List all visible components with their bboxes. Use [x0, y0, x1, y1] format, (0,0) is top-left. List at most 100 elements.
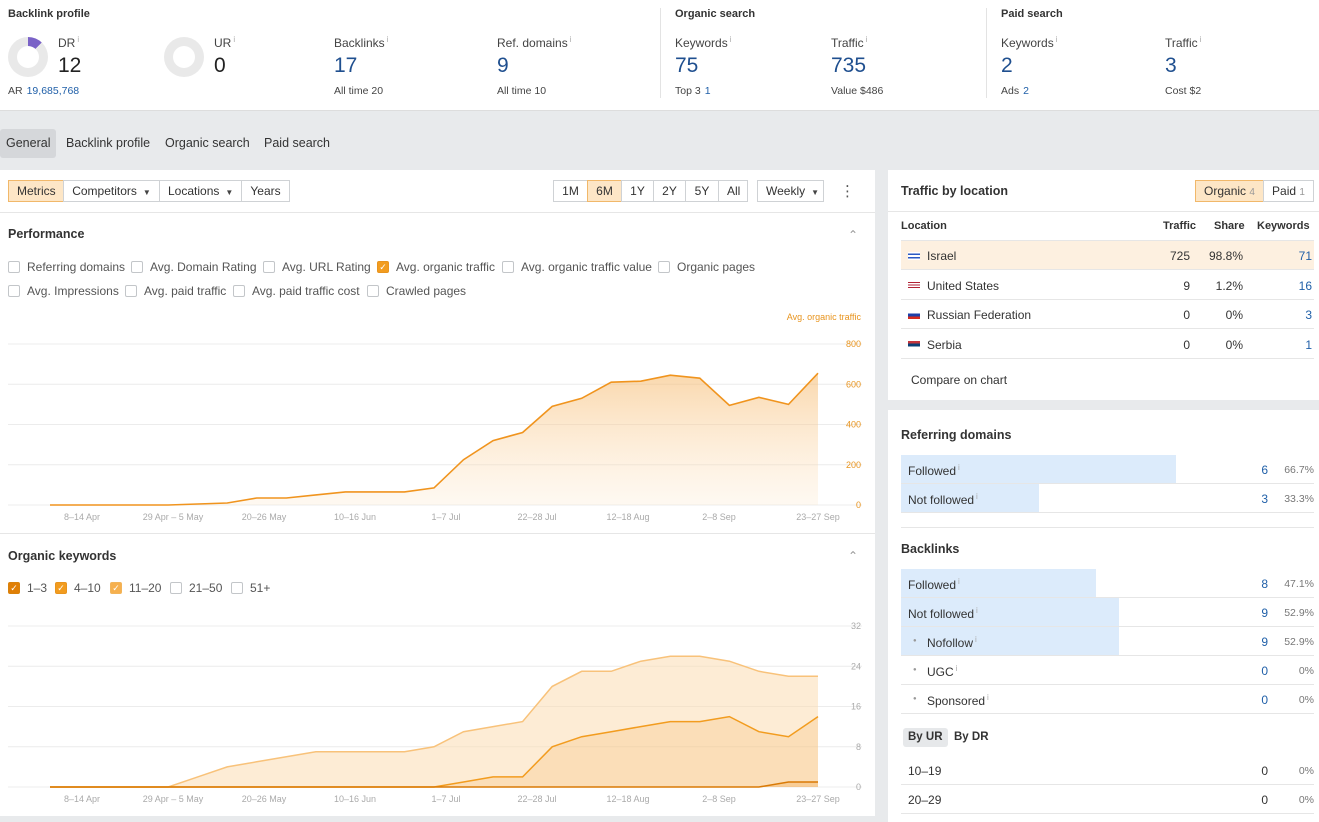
referring-domains-count[interactable]: 3: [1261, 492, 1268, 506]
ref-domains-value[interactable]: 9: [497, 54, 509, 77]
ref-domains-label[interactable]: Ref. domains i: [497, 35, 572, 50]
paid-toggle[interactable]: Paid 1: [1263, 180, 1314, 202]
checkbox-box[interactable]: [170, 582, 182, 594]
locations-dropdown[interactable]: Locations ▼: [159, 180, 242, 202]
paid-ads[interactable]: Ads 2: [1001, 85, 1029, 97]
backlinks-value[interactable]: 17: [334, 54, 358, 77]
checkbox-box[interactable]: [8, 261, 20, 273]
organic-keywords-label[interactable]: Keywords i: [675, 35, 732, 50]
backlinks-row[interactable]: Not followed i 9 52.9%: [901, 598, 1314, 627]
backlinks-row[interactable]: ● Nofollow i 9 52.9%: [901, 627, 1314, 656]
organic-toggle[interactable]: Organic 4: [1195, 180, 1264, 202]
referring-domains-row[interactable]: Not followed i 3 33.3%: [901, 484, 1314, 513]
range-all-button[interactable]: All: [718, 180, 748, 202]
position-range-checkbox[interactable]: ✓ 1–3: [8, 581, 47, 595]
backlinks-row[interactable]: ● Sponsored i 0 0%: [901, 685, 1314, 714]
location-row[interactable]: Serbia 0 0% 1: [901, 330, 1314, 359]
range-2y-button[interactable]: 2Y: [653, 180, 686, 202]
checkbox-label: Avg. paid traffic cost: [252, 284, 360, 298]
metrics-button[interactable]: Metrics: [8, 180, 64, 202]
referring-domains-count[interactable]: 6: [1261, 463, 1268, 477]
checkbox-box[interactable]: [231, 582, 243, 594]
location-keywords[interactable]: 3: [1305, 308, 1312, 322]
range-6m-button[interactable]: 6M: [587, 180, 622, 202]
ur-range-row[interactable]: 10–19 0 0%: [901, 756, 1314, 785]
collapse-keywords-icon[interactable]: ⌃: [848, 549, 859, 563]
column-traffic[interactable]: Traffic: [1163, 220, 1197, 232]
paid-traffic-value[interactable]: 3: [1165, 54, 1177, 77]
position-range-checkbox[interactable]: 51+: [231, 581, 270, 595]
metric-checkbox[interactable]: Avg. Domain Rating: [131, 260, 257, 274]
organic-traffic-value[interactable]: 735: [831, 54, 867, 77]
location-row[interactable]: Russian Federation 0 0% 3: [901, 300, 1314, 329]
location-keywords[interactable]: 1: [1305, 337, 1312, 352]
checkbox-box[interactable]: [263, 261, 275, 273]
backlinks-row[interactable]: Followed i 8 47.1%: [901, 569, 1314, 598]
checkbox-box[interactable]: [233, 285, 245, 297]
dr-label[interactable]: DR i: [58, 35, 80, 50]
ar-value[interactable]: AR 19,685,768: [8, 85, 80, 97]
tab-paid-search[interactable]: Paid search: [264, 136, 331, 150]
checkbox-box[interactable]: [658, 261, 670, 273]
range-5y-button[interactable]: 5Y: [685, 180, 719, 202]
organic-traffic-label[interactable]: Traffic i: [831, 35, 868, 50]
paid-traffic-label[interactable]: Traffic i: [1165, 35, 1202, 50]
backlinks-count[interactable]: 8: [1261, 577, 1268, 591]
column-keywords[interactable]: Keywords: [1257, 220, 1310, 232]
checkbox-box[interactable]: [502, 261, 514, 273]
backlinks-count[interactable]: 9: [1261, 635, 1268, 649]
more-options-icon[interactable]: ⋮: [840, 183, 855, 200]
location-row[interactable]: Israel 725 98.8% 71: [901, 241, 1314, 270]
compare-on-chart-link[interactable]: Compare on chart: [911, 373, 1008, 387]
tab-organic-search[interactable]: Organic search: [165, 136, 250, 150]
location-keywords[interactable]: 71: [1298, 249, 1312, 263]
backlinks-count[interactable]: 9: [1261, 606, 1268, 620]
collapse-performance-icon[interactable]: ⌃: [848, 228, 859, 242]
checkbox-box[interactable]: ✓: [110, 582, 122, 594]
organic-keywords-value[interactable]: 75: [675, 54, 699, 77]
metric-checkbox[interactable]: Avg. URL Rating: [263, 260, 371, 274]
competitors-dropdown[interactable]: Competitors ▼: [63, 180, 160, 202]
backlinks-percent: 52.9%: [1284, 607, 1314, 619]
checkbox-box[interactable]: [8, 285, 20, 297]
ur-range-row[interactable]: 20–29 0 0%: [901, 785, 1314, 814]
backlinks-count[interactable]: 0: [1261, 664, 1268, 678]
backlinks-count[interactable]: 0: [1261, 693, 1268, 707]
tab-general[interactable]: General: [0, 129, 57, 158]
range-1m-button[interactable]: 1M: [553, 180, 588, 202]
metric-checkbox[interactable]: Avg. Impressions: [8, 284, 119, 298]
interval-dropdown[interactable]: Weekly ▼: [757, 180, 824, 202]
checkbox-box[interactable]: [131, 261, 143, 273]
backlinks-label[interactable]: Backlinks i: [334, 35, 389, 50]
metric-checkbox[interactable]: Avg. organic traffic value: [502, 260, 652, 274]
paid-keywords-value[interactable]: 2: [1001, 54, 1013, 77]
column-share[interactable]: Share: [1214, 220, 1245, 232]
paid-keywords-label[interactable]: Keywords i: [1001, 35, 1058, 50]
metric-checkbox[interactable]: Crawled pages: [367, 284, 466, 298]
checkbox-box[interactable]: ✓: [377, 261, 389, 273]
by-dr-tab[interactable]: By DR: [954, 731, 989, 743]
location-row[interactable]: United States 9 1.2% 16: [901, 271, 1314, 300]
checkbox-box[interactable]: ✓: [55, 582, 67, 594]
referring-domains-row[interactable]: Followed i 6 66.7%: [901, 455, 1314, 484]
range-1y-button[interactable]: 1Y: [621, 180, 654, 202]
metric-checkbox[interactable]: ✓ Avg. organic traffic: [377, 260, 495, 274]
metric-checkbox[interactable]: Referring domains: [8, 260, 125, 274]
checkbox-box[interactable]: ✓: [8, 582, 20, 594]
ur-label[interactable]: UR i: [214, 35, 236, 50]
checkbox-box[interactable]: [125, 285, 137, 297]
column-location[interactable]: Location: [901, 220, 947, 232]
location-keywords[interactable]: 16: [1298, 278, 1312, 293]
years-button[interactable]: Years: [241, 180, 290, 202]
position-range-checkbox[interactable]: ✓ 4–10: [55, 581, 101, 595]
metric-checkbox[interactable]: Organic pages: [658, 260, 755, 274]
position-range-checkbox[interactable]: ✓ 11–20: [110, 581, 161, 595]
checkbox-box[interactable]: [367, 285, 379, 297]
position-range-checkbox[interactable]: 21–50: [170, 581, 222, 595]
by-ur-tab[interactable]: By UR: [903, 728, 948, 747]
backlinks-row[interactable]: ● UGC i 0 0%: [901, 656, 1314, 685]
metric-checkbox[interactable]: Avg. paid traffic cost: [233, 284, 360, 298]
tab-backlink-profile[interactable]: Backlink profile: [66, 136, 151, 150]
metric-checkbox[interactable]: Avg. paid traffic: [125, 284, 226, 298]
